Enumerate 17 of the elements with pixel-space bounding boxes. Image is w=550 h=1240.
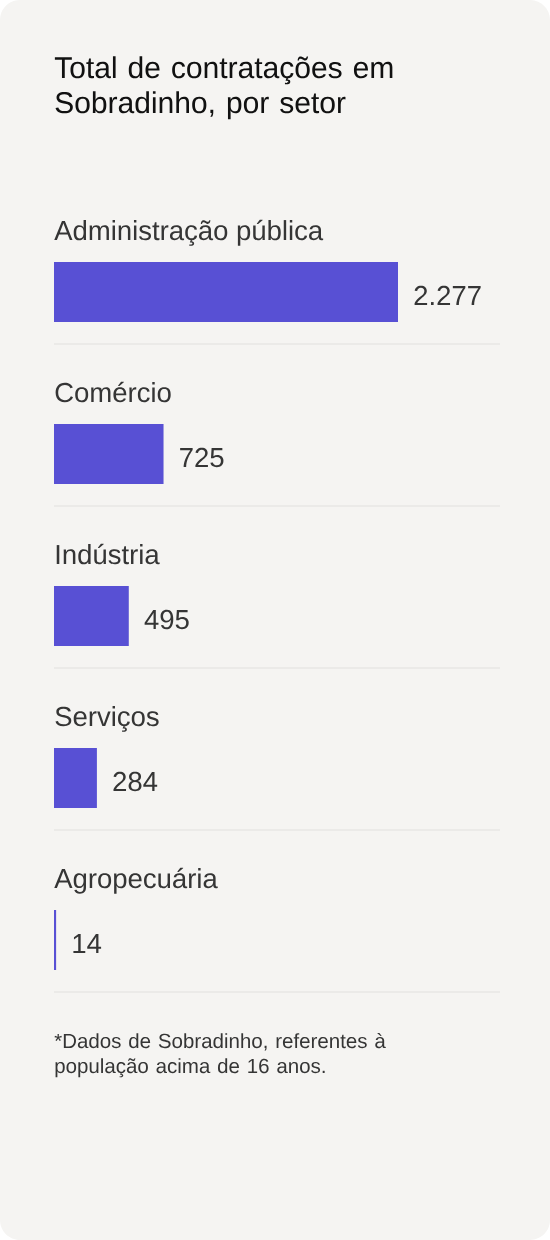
bar [54, 262, 398, 322]
data-label: 284 [113, 771, 158, 792]
text: *Dados de Sobradinho, referentes à população acima de 16 anos. [54, 1032, 386, 1078]
data-label: 14 [73, 934, 102, 953]
bar [54, 424, 164, 484]
bar [54, 748, 97, 808]
y-tick-label: Indústria [56, 543, 160, 565]
y-tick-label: Serviços [55, 706, 159, 732]
data-label: 725 [180, 447, 224, 468]
chart-title: Total de contratações em Sobradinho, por setor [54, 56, 393, 120]
bar [54, 586, 129, 646]
y-tick-label: Agropecuária [54, 867, 218, 894]
y-tick-label: Administração pública [54, 219, 324, 246]
data-label: 495 [144, 609, 189, 630]
data-label: 2.277 [414, 285, 481, 305]
bar [54, 910, 57, 970]
y-tick-label: Comércio [55, 381, 171, 403]
